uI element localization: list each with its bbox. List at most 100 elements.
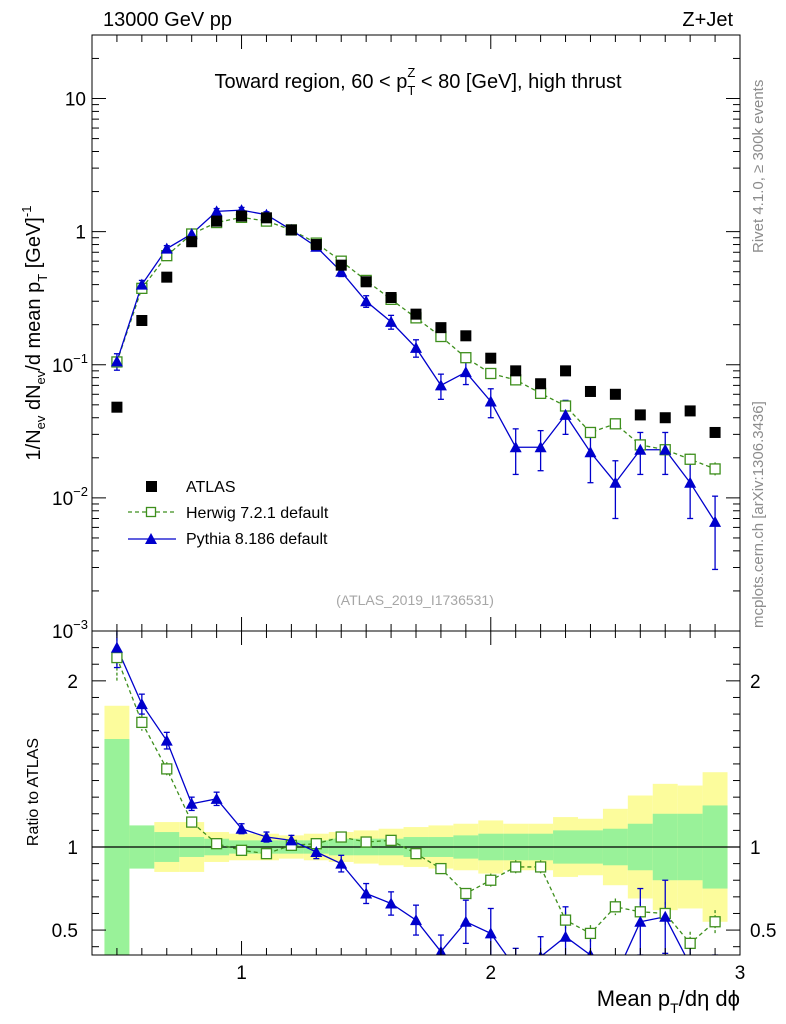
herwig-ratio-point bbox=[161, 763, 173, 775]
herwig-ratio-point bbox=[335, 831, 347, 843]
pythia-point bbox=[709, 515, 722, 527]
atlas-point bbox=[560, 365, 572, 377]
pythia-ratio-point bbox=[684, 959, 696, 970]
pythia-ratio-point bbox=[609, 971, 621, 982]
atlas-point bbox=[260, 212, 272, 224]
plot-title-post: < 80 [GeV], high thrust bbox=[415, 71, 622, 93]
atlas-point bbox=[609, 388, 621, 400]
atlas-point bbox=[136, 315, 148, 327]
atlas-point bbox=[485, 352, 497, 364]
herwig-ratio-point bbox=[534, 861, 547, 873]
plot-title-pre: Toward region, 60 < p bbox=[214, 71, 407, 93]
herwig-ratio-point bbox=[210, 838, 223, 850]
herwig-ratio-point bbox=[709, 916, 721, 928]
legend-herwig-label: Herwig 7.2.1 default bbox=[186, 505, 329, 522]
legend: ATLAS Herwig 7.2.1 default Pythia 8.186 … bbox=[128, 479, 329, 548]
plot-title-sub: T bbox=[407, 83, 415, 98]
herwig-ratio-point bbox=[235, 844, 248, 856]
pythia-ratio-point bbox=[210, 792, 223, 804]
plot-title-sup: Z bbox=[407, 65, 415, 80]
pythia-point bbox=[135, 278, 148, 290]
atlas-point bbox=[310, 239, 322, 251]
pythia-point bbox=[110, 355, 123, 367]
atlas-point bbox=[335, 259, 347, 271]
pythia-point bbox=[634, 443, 647, 455]
main-y-tick-label: 10 bbox=[65, 90, 86, 111]
x-axis-label: Mean pT/dη dϕ bbox=[597, 986, 740, 1016]
header-process-label: Z+Jet bbox=[682, 9, 733, 31]
atlas-point bbox=[659, 412, 671, 424]
herwig-ratio-point bbox=[186, 816, 198, 828]
pythia-point bbox=[659, 443, 672, 455]
ratio-y-tick-label: 0.5 bbox=[52, 921, 78, 942]
pythia-point bbox=[459, 366, 472, 378]
herwig-ratio-point bbox=[360, 836, 372, 848]
pythia-point bbox=[684, 476, 697, 488]
herwig-ratio-point bbox=[385, 834, 397, 847]
main-y-tick-label: 1 bbox=[75, 223, 86, 244]
atlas-point bbox=[435, 322, 447, 334]
herwig-ratio-point bbox=[485, 874, 497, 886]
herwig-ratio-point bbox=[435, 862, 447, 875]
pythia-series-line bbox=[116, 209, 716, 523]
herwig-ratio-point bbox=[559, 914, 572, 926]
atlas-point bbox=[584, 385, 596, 397]
pythia-point bbox=[609, 476, 622, 488]
pythia-point bbox=[584, 446, 597, 458]
pythia-ratio-point bbox=[634, 915, 647, 927]
herwig-ratio-point bbox=[584, 927, 597, 940]
ratio-panel: 0.5 0.5 1 1 2 2 1 2 3 Ratio to ATLAS Mean pT/dη … bbox=[25, 630, 776, 1016]
herwig-ratio-point bbox=[684, 937, 696, 950]
pythia-ratio-point bbox=[135, 698, 148, 710]
x-tick-label: 2 bbox=[485, 963, 496, 984]
atlas-point bbox=[684, 405, 696, 417]
herwig-ratio-point bbox=[410, 847, 422, 860]
pythia-ratio-point bbox=[709, 972, 721, 983]
atlas-point bbox=[186, 236, 198, 248]
x-tick-label: 3 bbox=[735, 963, 746, 984]
herwig-ratio-point bbox=[609, 901, 622, 913]
analysis-watermark: (ATLAS_2019_I1736531) bbox=[336, 592, 494, 608]
main-y-axis-label: 1/Nev dNev/d mean pT [GeV]-1 bbox=[19, 206, 50, 461]
atlas-point bbox=[510, 365, 522, 377]
herwig-ratio-point bbox=[111, 651, 123, 664]
pythia-point bbox=[484, 395, 497, 407]
pythia-ratio-point bbox=[260, 831, 273, 843]
legend-pythia-label: Pythia 8.186 default bbox=[186, 531, 328, 548]
pythia-ratio-point bbox=[110, 641, 123, 653]
herwig-point bbox=[584, 426, 597, 439]
pythia-point bbox=[385, 315, 398, 327]
atlas-point bbox=[360, 276, 372, 288]
herwig-ratio-point bbox=[510, 861, 522, 873]
pythia-ratio-point bbox=[659, 910, 672, 922]
herwig-ratio-point bbox=[460, 887, 472, 900]
pythia-point bbox=[360, 295, 373, 307]
ratio-y-tick-label-right: 1 bbox=[750, 838, 761, 859]
pythia-ratio-point bbox=[310, 845, 323, 857]
pythia-ratio-point bbox=[235, 822, 248, 834]
pythia-ratio-point bbox=[360, 887, 373, 899]
legend-atlas-marker bbox=[146, 481, 157, 492]
atlas-point bbox=[535, 378, 547, 390]
pythia-point bbox=[410, 341, 422, 353]
herwig-point bbox=[510, 374, 522, 386]
main-y-tick-label: 10−2 bbox=[52, 484, 88, 510]
ratio-y-tick-label-right: 2 bbox=[750, 672, 761, 693]
pythia-point bbox=[210, 205, 223, 217]
pythia-ratio-point bbox=[160, 734, 173, 746]
atlas-point bbox=[285, 224, 297, 236]
pythia-ratio-point bbox=[385, 897, 398, 909]
legend-herwig-marker bbox=[145, 506, 157, 518]
herwig-ratio-point bbox=[136, 716, 148, 729]
herwig-point bbox=[709, 463, 721, 475]
pythia-ratio-point bbox=[185, 797, 198, 809]
main-panel: 10 1 10−1 10−2 10−3 Toward region, 60 < pTZ … bbox=[19, 34, 741, 643]
herwig-ratio-point bbox=[260, 847, 273, 860]
atlas-point bbox=[211, 215, 223, 227]
pythia-point bbox=[434, 379, 447, 391]
ratio-y-tick-label-right: 0.5 bbox=[750, 921, 776, 942]
atlas-point bbox=[410, 308, 422, 320]
herwig-point bbox=[485, 367, 497, 380]
pythia-ratio-point bbox=[335, 857, 348, 869]
